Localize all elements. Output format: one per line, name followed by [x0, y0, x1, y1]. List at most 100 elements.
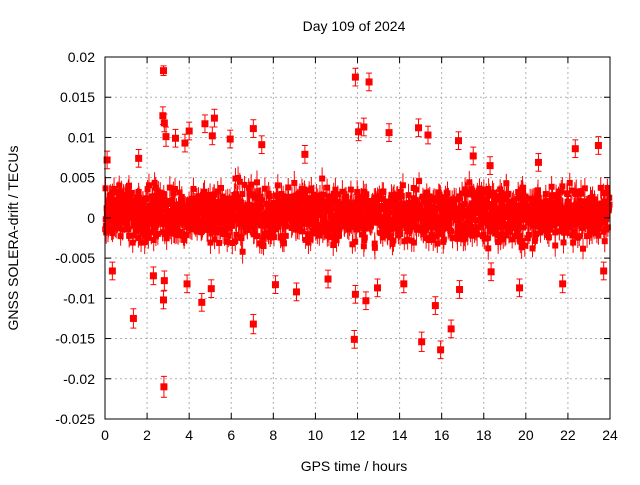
data-point [497, 208, 504, 215]
data-point [201, 120, 209, 128]
data-point [159, 112, 167, 120]
data-point [333, 237, 340, 244]
x-tick-label: 20 [518, 427, 534, 443]
data-point [604, 190, 611, 197]
data-point [211, 191, 218, 198]
data-point [390, 222, 397, 229]
data-point [108, 267, 116, 275]
data-point [111, 185, 118, 192]
data-point [476, 185, 483, 192]
data-point [128, 213, 135, 220]
data-point [242, 208, 249, 215]
data-point [232, 238, 239, 245]
data-point [261, 185, 268, 192]
data-point [400, 200, 407, 207]
data-point [281, 219, 288, 226]
data-point [334, 191, 341, 198]
data-point [253, 179, 260, 186]
data-point [157, 189, 164, 196]
data-point [128, 189, 135, 196]
data-point [600, 190, 607, 197]
data-point [170, 190, 177, 197]
data-point [318, 197, 325, 204]
data-point [570, 203, 577, 210]
data-point [468, 223, 475, 230]
data-point [224, 218, 231, 225]
data-point [453, 196, 460, 203]
data-point [469, 152, 477, 160]
data-point [266, 193, 273, 200]
data-point [425, 216, 432, 223]
data-point [143, 195, 150, 202]
data-point [273, 204, 280, 211]
data-point [369, 201, 376, 208]
data-point [285, 184, 292, 191]
data-point [516, 195, 523, 202]
data-point [486, 162, 494, 170]
data-point [329, 233, 336, 240]
data-point [109, 229, 116, 236]
data-point [358, 231, 365, 238]
data-point [391, 216, 398, 223]
data-point [467, 229, 474, 236]
data-point [198, 298, 206, 306]
data-point [153, 198, 160, 205]
data-point [464, 191, 471, 198]
data-point [343, 218, 350, 225]
data-point [497, 186, 504, 193]
data-point [521, 242, 528, 249]
data-point [282, 232, 289, 239]
x-tick-label: 24 [602, 427, 618, 443]
data-point [258, 141, 266, 149]
data-point [299, 228, 306, 235]
data-point [410, 239, 417, 246]
data-point [279, 236, 286, 243]
data-point [299, 205, 306, 212]
data-point [145, 182, 152, 189]
data-point [474, 189, 481, 196]
data-point [468, 185, 475, 192]
data-point [183, 280, 191, 288]
chart-title: Day 109 of 2024 [303, 18, 406, 34]
data-point [252, 202, 259, 209]
data-point [404, 236, 411, 243]
data-point [207, 239, 214, 246]
data-point [485, 245, 492, 252]
data-point [150, 216, 157, 223]
data-point [207, 285, 215, 293]
data-point [347, 186, 354, 193]
data-point [373, 199, 380, 206]
data-point [504, 203, 511, 210]
data-point [103, 156, 111, 164]
data-point [382, 198, 389, 205]
data-point [437, 199, 444, 206]
data-point [217, 226, 224, 233]
data-point [223, 214, 230, 221]
data-point [154, 230, 161, 237]
data-point [327, 225, 334, 232]
data-point [105, 224, 112, 231]
y-tick-label: 0.015 [60, 89, 95, 105]
data-point [547, 200, 554, 207]
data-point [466, 179, 473, 186]
data-point [214, 188, 221, 195]
data-point [151, 193, 158, 200]
data-point [483, 212, 490, 219]
data-point [166, 184, 173, 191]
data-point [426, 193, 433, 200]
data-point [456, 285, 464, 293]
data-point [573, 188, 580, 195]
data-point [305, 239, 312, 246]
data-point [432, 197, 439, 204]
data-point [413, 186, 420, 193]
data-point [389, 240, 396, 247]
data-point [502, 232, 509, 239]
data-point [380, 188, 387, 195]
data-point [563, 205, 570, 212]
data-point [543, 197, 550, 204]
data-point [449, 234, 456, 241]
data-point [148, 220, 155, 227]
data-point [330, 242, 337, 249]
data-point [133, 228, 140, 235]
data-point [236, 178, 243, 185]
